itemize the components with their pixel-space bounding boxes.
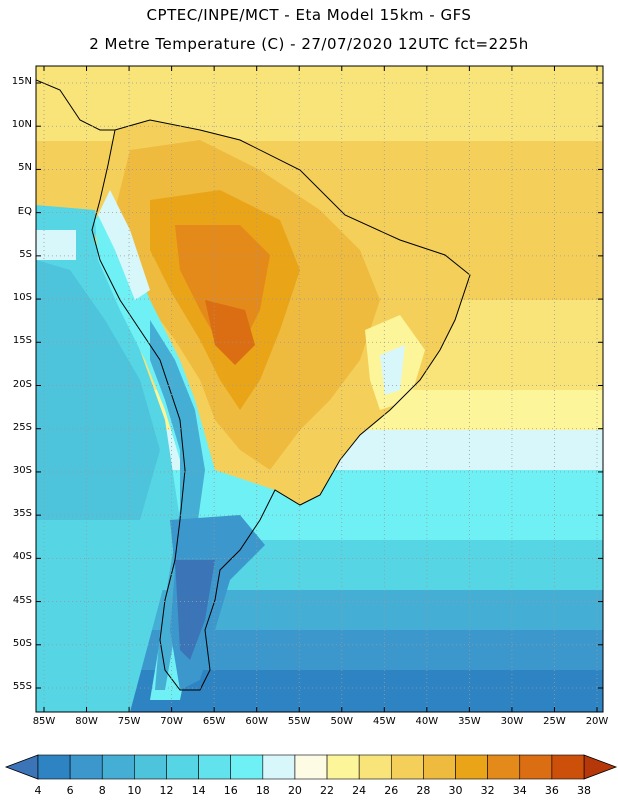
colorbar-label: 12 (159, 784, 174, 797)
latitude-label: 25S (12, 421, 32, 433)
latitude-label: 5N (18, 162, 32, 174)
latitude-label: 45S (12, 594, 32, 606)
colorbar-label: 16 (223, 784, 238, 797)
longitude-label: 65W (202, 716, 226, 727)
latitude-label: 20S (12, 378, 32, 390)
colorbar-swatch (455, 754, 488, 780)
longitude-label: 20W (585, 716, 609, 727)
colorbar-swatch (262, 754, 296, 780)
latitude-label: 10N (11, 119, 32, 131)
longitude-label: 50W (330, 716, 354, 727)
colorbar-label: 32 (480, 784, 495, 797)
longitude-label: 80W (75, 716, 98, 727)
colorbar-left-arrow-icon (4, 754, 39, 780)
axis-ticks (36, 66, 603, 712)
longitude-label: 60W (245, 716, 268, 727)
longitude-label: 70W (160, 716, 183, 727)
colorbar-label: 28 (416, 784, 431, 797)
longitude-label: 35W (458, 716, 481, 727)
latitude-label: 55S (12, 681, 32, 692)
colorbar-swatch (519, 754, 553, 780)
colorbar-label: 14 (191, 784, 206, 797)
graticule (36, 66, 603, 712)
colorbar-label: 24 (352, 784, 367, 797)
colorbar-label: 18 (255, 784, 270, 797)
latitude-label: 35S (12, 508, 32, 520)
colorbar-swatch (198, 754, 232, 780)
colorbar-label: 4 (34, 784, 42, 797)
colorbar-label: 20 (287, 784, 302, 797)
colorbar-swatch (551, 754, 585, 780)
map-frame (35, 65, 604, 713)
map-title-line1: CPTEC/INPE/MCT - Eta Model 15km - GFS (146, 6, 472, 24)
colorbar-label: 38 (577, 784, 591, 797)
latitude-label: EQ (17, 205, 32, 217)
temperature-field (36, 66, 603, 712)
colorbar-swatch (487, 754, 521, 780)
latitude-label: 10S (12, 292, 32, 304)
colorbar-label: 10 (127, 784, 142, 797)
longitude-label: 85W (32, 716, 56, 727)
longitude-label: 55W (287, 716, 311, 727)
colorbar-right-arrow-icon (583, 754, 618, 780)
colorbar-swatch (37, 754, 71, 780)
colorbar-label: 22 (320, 784, 335, 797)
colorbar-swatch (69, 754, 103, 780)
colorbar-label: 8 (98, 784, 106, 797)
latitude-label: 15N (11, 76, 32, 87)
latitude-label: 40S (12, 551, 32, 563)
colorbar-label: 34 (512, 784, 527, 797)
longitude-label: 30W (500, 716, 524, 727)
colorbar-swatch (423, 754, 456, 780)
latitude-label: 50S (12, 637, 32, 649)
colorbar-label: 30 (448, 784, 463, 797)
colorbar-label: 26 (384, 784, 399, 797)
colorbar-swatch (358, 754, 392, 780)
colorbar-swatch (326, 754, 360, 780)
longitude-label: 45W (372, 716, 396, 727)
colorbar-swatch (166, 754, 199, 780)
latitude-label: 15S (12, 335, 32, 347)
longitude-label: 40W (415, 716, 439, 727)
colorbar-swatch (294, 754, 328, 780)
colorbar-swatch (230, 754, 264, 780)
latitude-label: 5S (19, 248, 32, 260)
colorbar-swatch (101, 754, 135, 780)
colorbar-swatch (390, 754, 424, 780)
colorbar (4, 754, 618, 780)
longitude-label: 25W (543, 716, 566, 727)
colorbar-label: 6 (66, 784, 74, 797)
map-title-line2: 2 Metre Temperature (C) - 27/07/2020 12U… (89, 35, 529, 53)
longitude-label: 75W (117, 716, 141, 727)
colorbar-label: 36 (544, 784, 559, 797)
latitude-label: 30S (12, 464, 32, 476)
colorbar-swatch (134, 754, 167, 780)
